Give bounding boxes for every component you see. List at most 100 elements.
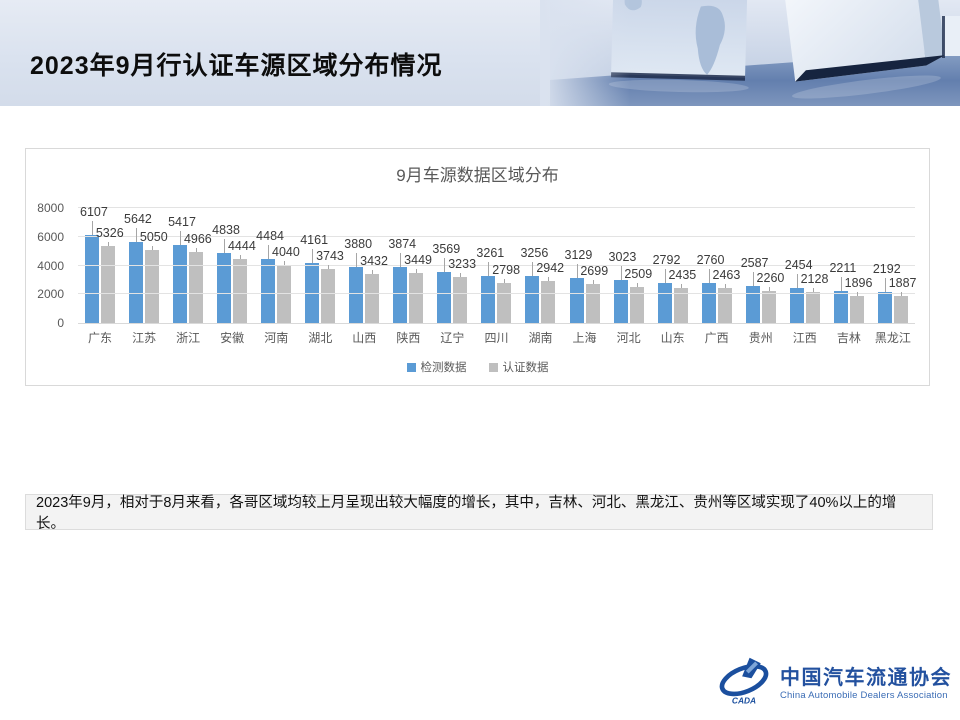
certified-bar — [541, 280, 556, 323]
leader-line — [620, 265, 622, 280]
leader-line — [752, 271, 754, 286]
detected-bar — [525, 276, 540, 323]
bar-group: 4161 3743 — [298, 209, 344, 323]
leader-line — [416, 269, 418, 274]
category-label: 山东 — [660, 331, 685, 345]
leader-line — [768, 286, 770, 291]
detected-bar — [349, 267, 364, 323]
leader-line — [856, 291, 858, 296]
value-label-certified: 3743 — [316, 249, 344, 264]
leader-line — [284, 260, 286, 265]
certified-bar — [409, 273, 424, 323]
value-label-certified: 2509 — [624, 266, 653, 281]
value-label-certified: 2435 — [668, 268, 697, 282]
y-tick-label: 2000 — [37, 287, 64, 302]
category-label: 山西 — [352, 331, 377, 345]
category-label: 河北 — [616, 331, 641, 345]
leader-line — [268, 244, 270, 259]
leader-line — [884, 277, 886, 292]
detected-bar — [305, 263, 320, 323]
y-tick-label: 0 — [57, 316, 64, 330]
category-label: 江苏 — [132, 331, 157, 345]
leader-line — [224, 239, 226, 254]
legend-label: 检测数据 — [420, 362, 467, 374]
value-label-detected: 2792 — [652, 252, 681, 267]
value-label-certified: 3449 — [404, 253, 432, 268]
detected-bar — [745, 285, 760, 323]
category-label: 江西 — [792, 331, 817, 345]
value-label-certified: 4444 — [227, 239, 256, 254]
leader-line — [108, 242, 110, 247]
bar-group: 5642 5050 — [122, 209, 168, 323]
value-label-detected: 2211 — [829, 261, 857, 276]
certified-bar — [717, 287, 732, 323]
detected-bar — [833, 291, 848, 323]
value-label-detected: 2760 — [696, 253, 725, 268]
value-label-certified: 5050 — [139, 230, 168, 245]
category-label: 上海 — [572, 331, 597, 345]
bar-group: 3023 2509 — [607, 209, 653, 323]
y-tick-label: 4000 — [37, 258, 64, 273]
value-label-certified: 2128 — [800, 272, 829, 287]
value-label-certified: 2942 — [536, 260, 565, 275]
detected-bar — [877, 291, 892, 323]
value-label-detected: 3023 — [608, 249, 637, 264]
cubes-photo — [550, 0, 960, 106]
value-label-certified: 4966 — [183, 231, 212, 246]
org-logo: CADA 中国汽车流通协会 China Automobile Dealers A… — [714, 654, 952, 708]
value-label-detected: 6107 — [79, 205, 108, 220]
value-label-detected: 4838 — [212, 223, 240, 238]
leader-line — [356, 253, 358, 268]
leader-line — [460, 272, 462, 277]
leader-line — [180, 231, 182, 246]
bar-group: 4484 4040 — [254, 209, 300, 323]
y-tick-label: 8000 — [37, 201, 64, 215]
certified-bar — [233, 259, 248, 323]
value-label-certified: 1896 — [844, 275, 873, 290]
plot-area: 0 2000 4000 6000 8000 6107 5326 5642 5050 5417 49… — [37, 201, 917, 330]
category-label: 浙江 — [176, 331, 201, 345]
legend-swatch — [406, 362, 416, 372]
page-title: 2023年9月行认证车源区域分布情况 — [30, 52, 443, 80]
leader-line — [400, 253, 402, 268]
summary-note: 2023年9月，相对于8月来看，各哥区域均较上月呈现出较大幅度的增长，其中，吉林… — [25, 494, 933, 532]
certified-bar — [321, 269, 336, 323]
bar-group: 2192 1887 — [871, 209, 917, 323]
value-label-detected: 2192 — [872, 261, 901, 276]
detected-bar — [393, 267, 408, 323]
value-label-certified: 5326 — [95, 226, 124, 241]
detected-bar — [613, 279, 628, 323]
category-label: 贵州 — [748, 331, 773, 345]
leader-line — [812, 288, 814, 293]
bar-group: 2211 1896 — [827, 209, 873, 323]
detected-bar — [437, 271, 452, 323]
category-label: 陕西 — [396, 331, 421, 345]
detected-bar — [173, 245, 188, 323]
certified-bar — [673, 288, 688, 323]
certified-bar — [849, 295, 864, 323]
leader-line — [504, 278, 506, 283]
leader-line — [796, 273, 798, 288]
certified-bar — [893, 295, 908, 323]
leader-line — [708, 269, 710, 284]
detected-bar — [481, 276, 496, 323]
bar-group: 3256 2942 — [518, 209, 565, 323]
leader-line — [312, 249, 314, 264]
leader-line — [92, 221, 94, 236]
value-label-certified: 4040 — [272, 244, 300, 259]
org-name-cn: 中国汽车流通协会 — [780, 667, 952, 689]
bar-group: 3880 3432 — [342, 209, 388, 323]
leader-line — [372, 269, 374, 274]
leader-line — [532, 262, 534, 277]
category-label: 辽宁 — [440, 331, 465, 345]
bar-group: 6107 5326 — [78, 205, 124, 323]
chart-card: 9月车源数据区域分布 0 2000 4000 6000 8000 6107 5326 564… — [25, 148, 930, 386]
detected-bar — [261, 258, 276, 323]
gridline — [78, 293, 915, 295]
certified-bar — [453, 276, 468, 323]
detected-bar — [85, 235, 100, 323]
bar-group: 2792 2435 — [651, 209, 697, 323]
leader-line — [840, 277, 842, 292]
category-label: 湖南 — [528, 331, 553, 345]
y-axis: 0 2000 4000 6000 8000 — [28, 201, 70, 330]
